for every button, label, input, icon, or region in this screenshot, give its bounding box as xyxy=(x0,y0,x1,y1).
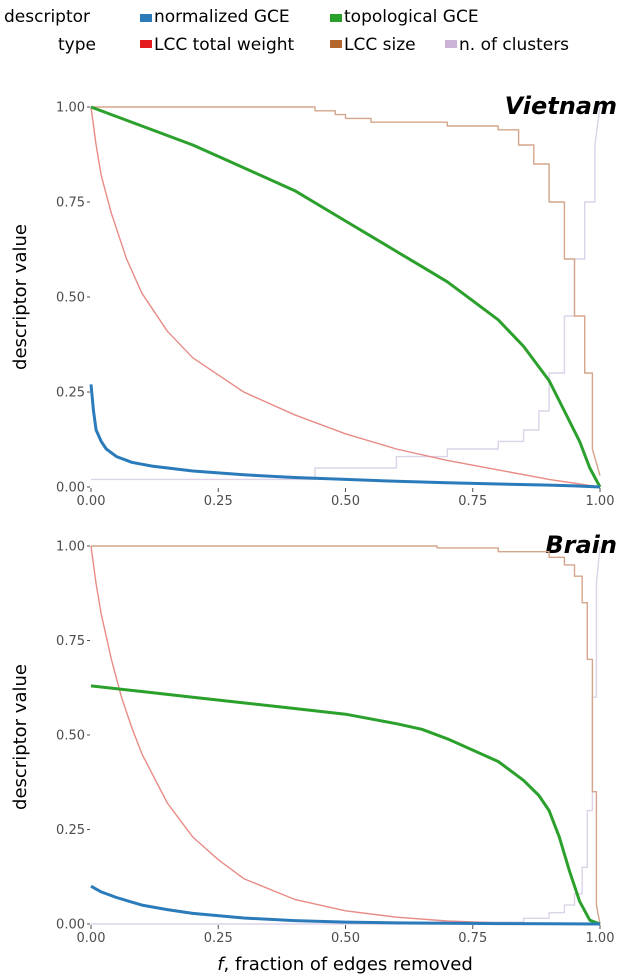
panel-vietnam: descriptor value Vietnam 0.00 0.25 0.50 0.7… xyxy=(10,92,617,509)
y-tick-label: 0.50 xyxy=(56,291,85,306)
x-tick-label: 0.50 xyxy=(331,494,360,509)
x-tick-label: 0.00 xyxy=(77,494,106,509)
series-line-normalized-gce xyxy=(90,884,601,926)
series-line-n-of-clusters xyxy=(91,106,601,481)
x-tick-label: 0.75 xyxy=(458,494,487,509)
y-tick-label: 0.75 xyxy=(56,634,85,649)
series-line-lcc-total-weight xyxy=(90,106,601,488)
legend-label-normalized-gce: normalized GCE xyxy=(154,7,290,27)
x-axis-title: f, fraction of edges removed xyxy=(217,954,473,975)
series-line-normalized-gce xyxy=(89,384,601,489)
legend-title-line1: descriptor xyxy=(4,7,90,27)
y-tick-label: 0.75 xyxy=(56,196,85,211)
panel-title-brain: Brain xyxy=(545,531,617,559)
x-tick-label: 1.00 xyxy=(586,931,615,946)
x-tick-label: 0.50 xyxy=(331,931,360,946)
y-axis-title-brain: descriptor value xyxy=(10,664,31,810)
y-axis-title-vietnam: descriptor value xyxy=(10,224,31,370)
legend-swatch-n-clusters xyxy=(445,40,457,48)
x-ticks-vietnam: 0.00 0.25 0.50 0.75 1.00 xyxy=(77,488,615,509)
series-line-lcc-total-weight xyxy=(90,545,601,925)
y-tick-label: 1.00 xyxy=(56,540,85,555)
y-tick-label: 1.00 xyxy=(56,101,85,116)
legend-label-lcc-total-weight: LCC total weight xyxy=(154,35,295,55)
legend: descriptor type normalized GCE topologic… xyxy=(4,7,569,55)
y-tick-label: 0.25 xyxy=(56,386,85,401)
legend-swatch-topological-gce xyxy=(330,14,342,22)
series-lines-brain xyxy=(90,545,601,926)
x-axis-title-italic: f xyxy=(217,954,226,975)
y-tick-label: 0.00 xyxy=(56,481,85,496)
x-tick-label: 0.00 xyxy=(77,931,106,946)
x-tick-label: 0.75 xyxy=(458,931,487,946)
legend-swatch-lcc-size xyxy=(330,40,342,48)
x-tick-label: 0.25 xyxy=(204,494,233,509)
x-axis-title-rest: , fraction of edges removed xyxy=(224,954,473,975)
y-tick-label: 0.00 xyxy=(56,918,85,933)
legend-label-topological-gce: topological GCE xyxy=(344,7,479,27)
panel-title-vietnam: Vietnam xyxy=(505,92,617,120)
y-ticks-brain: 0.00 0.25 0.50 0.75 1.00 xyxy=(56,540,90,933)
series-line-topological-gce xyxy=(90,105,602,488)
legend-label-n-clusters: n. of clusters xyxy=(459,35,569,55)
y-ticks-vietnam: 0.00 0.25 0.50 0.75 1.00 xyxy=(56,101,90,496)
y-tick-label: 0.25 xyxy=(56,823,85,838)
legend-label-lcc-size: LCC size xyxy=(344,35,416,55)
series-line-n-of-clusters xyxy=(91,545,601,925)
legend-title-line2: type xyxy=(58,35,96,55)
legend-swatch-normalized-gce xyxy=(140,14,152,22)
x-tick-label: 0.25 xyxy=(204,931,233,946)
y-tick-label: 0.50 xyxy=(56,729,85,744)
series-line-topological-gce xyxy=(90,684,601,926)
panel-brain: descriptor value Brain 0.00 0.25 0.50 0.75 1… xyxy=(10,531,617,946)
legend-swatch-lcc-total-weight xyxy=(140,40,152,48)
series-lines-vietnam xyxy=(89,105,602,489)
series-line-lcc-size xyxy=(91,106,601,476)
x-tick-label: 1.00 xyxy=(586,494,615,509)
series-line-lcc-size xyxy=(91,545,601,925)
x-ticks-brain: 0.00 0.25 0.50 0.75 1.00 xyxy=(77,925,615,946)
